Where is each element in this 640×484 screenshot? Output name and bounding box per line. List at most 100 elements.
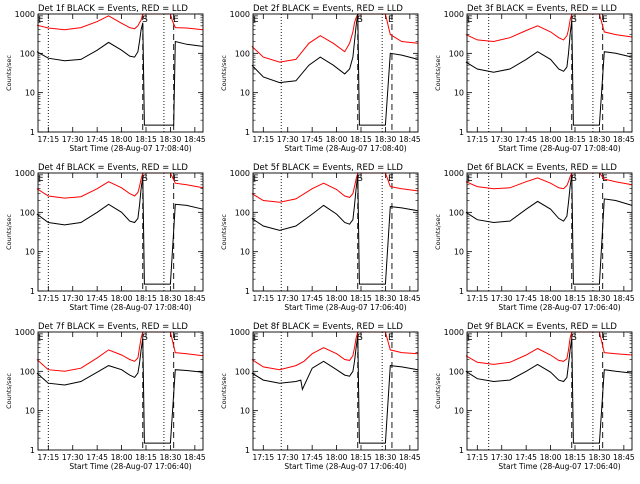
x-tick-label: 18:00	[540, 135, 562, 144]
y-tick-label: 100	[449, 49, 464, 58]
x-axis-label: Start Time (28-Aug-07 17:06:40)	[498, 462, 620, 471]
y-tick-label: 10	[25, 248, 35, 257]
marker-label: E	[467, 174, 473, 184]
detector-panel: Det 9f BLACK = Events, RED = LLD Counts/s…	[434, 322, 635, 471]
x-tick-label: 17:45	[301, 294, 323, 303]
marker-label: E	[38, 333, 44, 343]
data-series-line	[465, 174, 633, 285]
y-tick-label: 1000	[230, 10, 250, 19]
chart-title: Det 7f BLACK = Events, RED = LLD	[38, 322, 188, 332]
x-axis-label: Start Time (28-Aug-07 17:06:40)	[69, 462, 191, 471]
x-tick-label: 17:30	[62, 453, 84, 462]
x-tick-label: 18:15	[135, 294, 157, 303]
y-tick-label: 100	[20, 208, 35, 217]
x-tick-label: 17:15	[466, 453, 488, 462]
y-tick-label: 10	[454, 407, 464, 416]
y-axis-label: Counts/sec	[434, 55, 442, 91]
x-tick-label: 18:45	[613, 135, 635, 144]
x-tick-label: 17:15	[252, 453, 274, 462]
y-axis-label: Counts/sec	[5, 373, 13, 409]
x-tick-label: 17:30	[277, 135, 299, 144]
x-tick-label: 18:45	[399, 135, 421, 144]
marker-label: E	[467, 15, 473, 25]
x-axis-label: Start Time (28-Aug-07 17:08:40)	[284, 144, 406, 153]
marker-label: E	[38, 15, 44, 25]
x-axis-label: Start Time (28-Aug-07 17:08:40)	[69, 144, 191, 153]
x-tick-label: 17:45	[86, 453, 108, 462]
x-tick-label: 18:45	[184, 135, 206, 144]
x-tick-label: 17:45	[515, 294, 537, 303]
data-series-line	[36, 13, 204, 31]
y-tick-label: 1	[459, 287, 464, 296]
x-tick-label: 17:15	[466, 294, 488, 303]
x-tick-label: 17:30	[277, 453, 299, 462]
x-tick-label: 17:15	[37, 135, 59, 144]
chart-title: Det 4f BLACK = Events, RED = LLD	[38, 163, 188, 173]
chart-title: Det 6f BLACK = Events, RED = LLD	[467, 163, 617, 173]
x-tick-label: 17:30	[62, 135, 84, 144]
x-axis-label: Start Time (28-Aug-07 17:06:40)	[284, 462, 406, 471]
x-tick-label: 18:45	[399, 453, 421, 462]
marker-label: E	[253, 174, 259, 184]
x-axis-label: Start Time (28-Aug-07 17:06:40)	[284, 303, 406, 312]
x-tick-label: 18:30	[375, 453, 397, 462]
data-series-line	[251, 335, 419, 444]
y-tick-label: 10	[25, 407, 35, 416]
x-tick-label: 18:00	[111, 453, 133, 462]
x-tick-label: 18:00	[326, 135, 348, 144]
data-series-line	[465, 20, 633, 126]
chart-title: Det 8f BLACK = Events, RED = LLD	[253, 322, 403, 332]
marker-label: E	[38, 174, 44, 184]
y-tick-label: 100	[20, 367, 35, 376]
data-series-line	[465, 172, 633, 190]
y-axis-label: Counts/sec	[434, 214, 442, 250]
y-tick-label: 10	[25, 89, 35, 98]
x-tick-label: 18:15	[135, 453, 157, 462]
x-tick-label: 18:30	[375, 294, 397, 303]
y-tick-label: 1000	[230, 169, 250, 178]
y-tick-label: 100	[20, 49, 35, 58]
chart-title: Det 9f BLACK = Events, RED = LLD	[467, 322, 617, 332]
y-axis-label: Counts/sec	[5, 55, 13, 91]
x-tick-label: 17:15	[37, 453, 59, 462]
x-tick-label: 17:15	[37, 294, 59, 303]
marker-label: S	[357, 15, 363, 25]
x-tick-label: 17:45	[301, 135, 323, 144]
marker-label: S	[142, 333, 148, 343]
marker-label: S	[571, 174, 577, 184]
marker-label: E	[602, 15, 608, 25]
x-tick-label: 18:30	[160, 453, 182, 462]
x-tick-label: 17:45	[301, 453, 323, 462]
y-tick-label: 1000	[444, 10, 464, 19]
detector-panel: Det 1f BLACK = Events, RED = LLD Counts/s…	[5, 4, 206, 153]
y-tick-label: 100	[235, 49, 250, 58]
x-axis-label: Start Time (28-Aug-07 17:08:40)	[69, 303, 191, 312]
y-tick-label: 1	[30, 446, 35, 455]
x-tick-label: 17:15	[252, 294, 274, 303]
marker-label: E	[467, 333, 473, 343]
y-tick-label: 100	[449, 208, 464, 217]
x-tick-label: 18:30	[589, 453, 611, 462]
marker-label: E	[602, 333, 608, 343]
data-series-line	[36, 338, 204, 444]
data-series-line	[465, 13, 633, 43]
x-tick-label: 17:45	[86, 294, 108, 303]
data-series-line	[251, 172, 419, 203]
detector-panel: Det 6f BLACK = Events, RED = LLD Counts/s…	[434, 163, 635, 312]
x-tick-label: 17:45	[86, 135, 108, 144]
y-tick-label: 1000	[15, 10, 35, 19]
y-tick-label: 1000	[444, 328, 464, 337]
y-tick-label: 1	[30, 287, 35, 296]
y-axis-label: Counts/sec	[5, 214, 13, 250]
x-tick-label: 17:30	[491, 135, 513, 144]
x-tick-label: 18:15	[564, 453, 586, 462]
detector-panel: Det 5f BLACK = Events, RED = LLD Counts/s…	[220, 163, 421, 312]
marker-label: S	[142, 174, 148, 184]
y-tick-label: 1	[245, 446, 250, 455]
data-series-line	[36, 331, 204, 372]
data-series-line	[465, 331, 633, 365]
y-axis-label: Counts/sec	[434, 373, 442, 409]
x-tick-label: 18:30	[589, 135, 611, 144]
plot-frame	[37, 172, 204, 292]
